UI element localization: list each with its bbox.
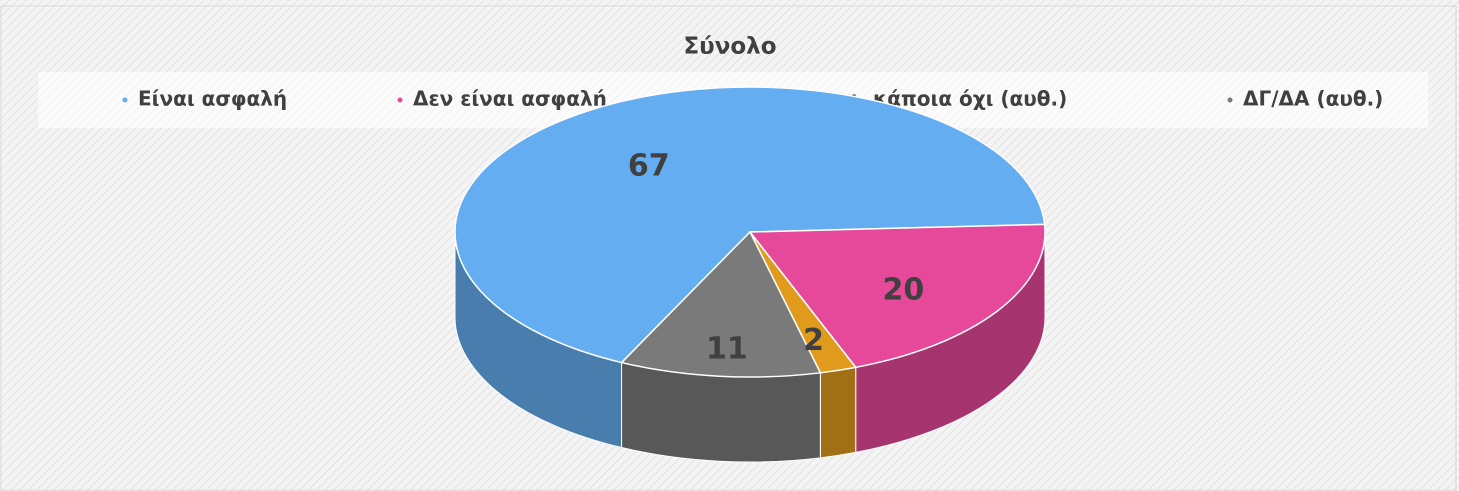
data-label: 67 — [628, 149, 670, 184]
data-label: 20 — [883, 272, 925, 307]
slice-side — [819, 366, 857, 459]
legend-label: ΔΓ/ΔΑ (αυθ.) — [1243, 87, 1383, 111]
legend-label: Είναι ασφαλή — [138, 87, 287, 111]
slice — [748, 223, 1046, 369]
chart-border — [0, 5, 1457, 491]
slice — [620, 230, 822, 378]
data-label: 11 — [706, 332, 748, 367]
data-label: 2 — [803, 323, 824, 358]
legend-marker — [397, 97, 403, 103]
chart-title: Σύνολο — [683, 34, 776, 60]
legend-marker — [1227, 97, 1233, 103]
legend-marker — [122, 97, 128, 103]
legend-label: Δεν είναι ασφαλή — [413, 87, 607, 111]
slice — [454, 86, 1046, 364]
slice-side — [621, 361, 821, 463]
